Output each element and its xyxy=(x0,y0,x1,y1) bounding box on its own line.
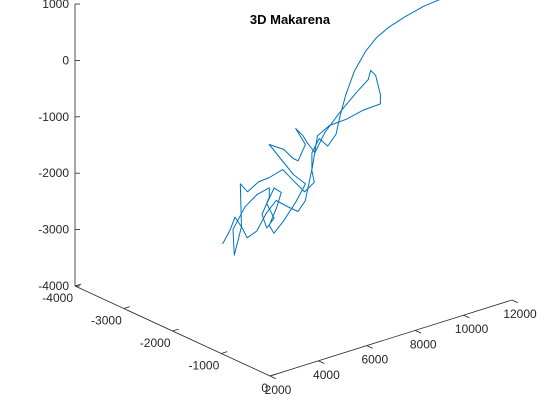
x-tick-label: 12000 xyxy=(503,307,537,321)
x-tick-label: 6000 xyxy=(361,353,388,367)
y-tick-label: 0 xyxy=(261,381,268,395)
y-tick-mark xyxy=(269,373,277,377)
y-tick-label: -4000 xyxy=(42,291,73,305)
z-tick-label: 0 xyxy=(62,53,69,67)
y-tick-mark xyxy=(221,351,228,354)
y-tick-label: -1000 xyxy=(189,359,220,373)
x-tick-label: 2000 xyxy=(265,383,292,397)
x-tick-mark xyxy=(269,375,277,380)
x-tick-label: 4000 xyxy=(313,368,340,382)
x-tick-mark xyxy=(318,360,325,364)
z-tick-label: 1000 xyxy=(42,0,69,11)
z-tick-label: -1000 xyxy=(38,110,69,124)
y-tick-label: -2000 xyxy=(140,336,171,350)
z-tick-label: -2000 xyxy=(38,166,69,180)
y-tick-mark xyxy=(172,328,179,332)
x-tick-mark xyxy=(415,330,422,334)
y-tick-label: -3000 xyxy=(91,314,122,328)
z-tick-label: -3000 xyxy=(38,223,69,237)
axes-3d: 200040006000800010000120000-1000-2000-30… xyxy=(38,0,537,397)
series-line xyxy=(222,0,440,256)
x-tick-mark xyxy=(511,299,519,304)
plot-area xyxy=(222,0,440,256)
x-tick-label: 8000 xyxy=(410,337,437,351)
x-tick-mark xyxy=(463,314,470,319)
chart-title: 3D Makarena xyxy=(250,12,331,27)
x-tick-label: 10000 xyxy=(455,322,489,336)
x-axis-line xyxy=(269,299,513,377)
z-tick-label: -4000 xyxy=(38,279,69,293)
y-tick-mark xyxy=(123,306,130,309)
x-tick-mark xyxy=(366,345,373,349)
